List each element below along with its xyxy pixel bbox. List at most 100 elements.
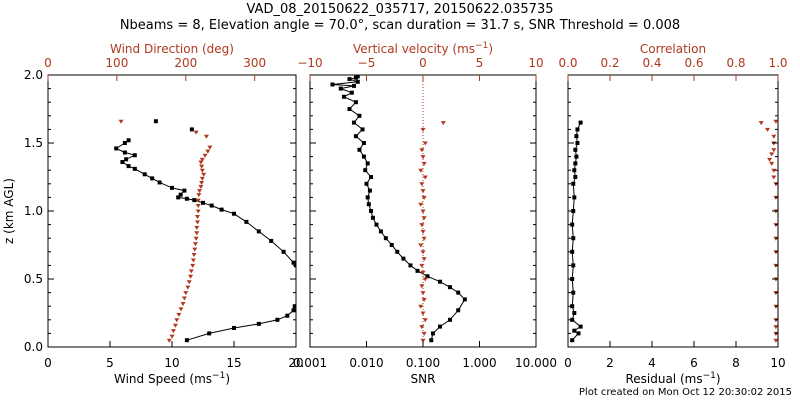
data-point [300, 291, 304, 295]
data-point [114, 146, 119, 151]
top-tick-label: 0.2 [600, 56, 619, 70]
x-axis-label: Residual (ms−1) [625, 371, 720, 386]
data-point [349, 90, 354, 95]
data-point [769, 161, 775, 166]
x-tick-label: 10.000 [515, 356, 557, 370]
data-point [422, 318, 428, 323]
data-point [170, 329, 176, 334]
data-point [415, 268, 420, 273]
data-point [570, 338, 575, 343]
x-tick-label: 10 [164, 356, 179, 370]
data-point [202, 153, 208, 158]
data-point [201, 172, 207, 177]
data-point [182, 188, 187, 193]
data-point [420, 189, 426, 194]
data-point [570, 222, 575, 227]
x-tick-label: 0.010 [349, 356, 383, 370]
data-point [126, 164, 131, 169]
data-point [421, 257, 427, 262]
data-point [203, 134, 209, 139]
data-point [351, 83, 356, 88]
data-point [285, 313, 290, 318]
data-point [572, 311, 577, 315]
data-point [244, 219, 249, 224]
data-point [401, 256, 406, 261]
data-point [194, 214, 200, 219]
x-tick-label: 0 [44, 356, 52, 370]
data-point [361, 154, 366, 159]
data-point [193, 236, 199, 241]
data-point [419, 284, 425, 289]
data-point [281, 249, 286, 254]
data-point [122, 150, 127, 155]
data-point [199, 180, 205, 185]
data-point [374, 222, 379, 227]
data-point [758, 121, 764, 126]
data-point [178, 307, 184, 312]
data-point [183, 291, 189, 296]
data-point [368, 209, 373, 213]
data-point [190, 263, 196, 268]
data-point [573, 147, 578, 152]
data-point [389, 243, 394, 247]
data-point [421, 161, 427, 166]
data-point [420, 127, 426, 132]
data-point [422, 277, 428, 282]
data-point [166, 338, 172, 343]
data-point [176, 195, 181, 200]
data-point [355, 75, 360, 79]
data-point [771, 175, 777, 180]
data-point [420, 209, 426, 214]
x-tick-label: 15 [226, 356, 241, 370]
data-point [368, 175, 373, 179]
x-tick-label: 1.000 [462, 356, 496, 370]
data-point [132, 153, 137, 158]
data-point [201, 200, 205, 205]
data-point [192, 247, 198, 252]
data-point [330, 82, 335, 87]
data-point [773, 325, 778, 330]
data-point [571, 236, 576, 241]
data-point [571, 290, 576, 295]
x-tick-label: 2 [606, 356, 614, 370]
data-point [191, 253, 197, 258]
data-point [186, 280, 192, 285]
data-point [408, 263, 413, 268]
panel-1-frame [47, 74, 297, 348]
data-point [420, 155, 426, 160]
x-axis-label: SNR [411, 372, 436, 386]
data-point [207, 145, 213, 150]
top-tick-label: 300 [243, 56, 266, 70]
top-tick-label: 0 [44, 56, 52, 70]
top-axis-label: Correlation [640, 42, 706, 56]
y-tick-label: 1.0 [24, 204, 43, 218]
data-point [363, 168, 368, 173]
data-point [178, 192, 183, 197]
data-point [574, 134, 579, 139]
top-tick-label: 0.8 [726, 56, 745, 70]
data-point [291, 260, 296, 265]
data-point [188, 274, 194, 279]
panel-3-frame [567, 74, 779, 348]
data-point [207, 331, 212, 336]
data-point [351, 120, 356, 125]
data-point [422, 141, 428, 146]
panel-3-data [570, 119, 778, 343]
data-point [347, 107, 352, 111]
data-point [447, 285, 452, 290]
data-point [365, 195, 370, 200]
y-tick-label: 2.0 [24, 68, 43, 82]
data-point [430, 331, 435, 336]
x-axis-label: Wind Speed (ms−1) [114, 371, 230, 386]
y-tick-label: 0.0 [24, 340, 43, 354]
data-point [773, 119, 778, 124]
top-tick-label: 100 [105, 56, 128, 70]
data-point [194, 231, 200, 236]
data-point [419, 182, 425, 187]
data-point [578, 324, 583, 329]
data-point [420, 229, 426, 234]
data-point [184, 338, 189, 343]
data-point [378, 229, 383, 234]
data-point [195, 204, 201, 209]
data-point [420, 250, 426, 255]
